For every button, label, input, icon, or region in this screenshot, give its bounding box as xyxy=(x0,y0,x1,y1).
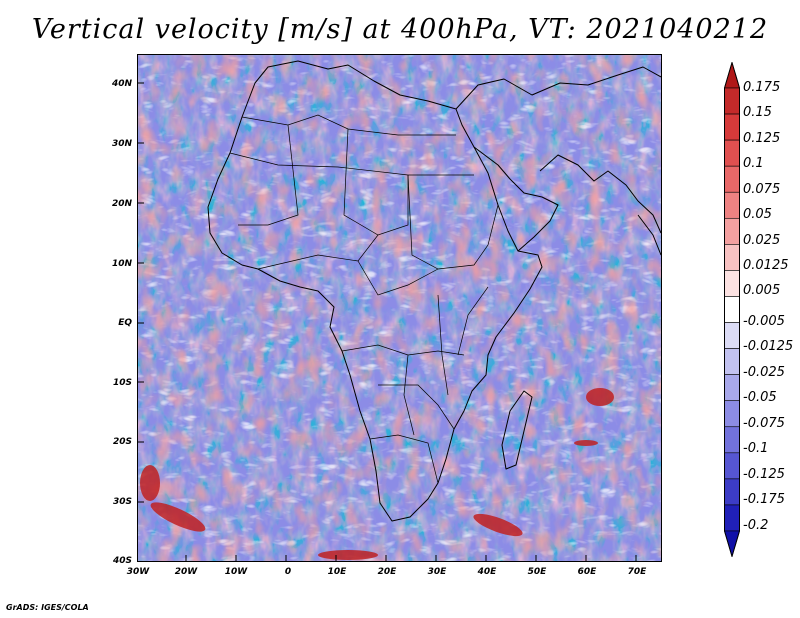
graticule-ticks xyxy=(138,82,637,561)
lon-label-20w: 20W xyxy=(174,567,198,577)
colorbar-label: 0.05 xyxy=(743,207,772,222)
colorbar-label: -0.125 xyxy=(743,467,785,482)
lon-label-30e: 30E xyxy=(427,567,447,577)
colorbar-label: -0.2 xyxy=(743,518,769,533)
colorbar-label: -0.0125 xyxy=(743,339,794,354)
colorbar-swatch xyxy=(724,113,740,141)
lon-label-20e: 20E xyxy=(377,567,397,577)
lon-label-70e: 70E xyxy=(627,567,647,577)
lon-label-30w: 30W xyxy=(126,567,150,577)
field-ascent xyxy=(138,55,661,561)
colorbar-swatch xyxy=(724,322,740,349)
grads-credit: GrADS: IGES/COLA xyxy=(6,603,89,612)
lon-label-50e: 50E xyxy=(527,567,547,577)
map-title: Vertical velocity [m/s] at 400hPa, VT: 2… xyxy=(31,14,769,45)
coastlines xyxy=(207,60,661,522)
lat-label-10s: 10S xyxy=(112,378,132,388)
colorbar-swatch xyxy=(724,426,740,454)
colorbar-swatch xyxy=(724,165,740,193)
colorbar-swatch xyxy=(724,478,740,506)
colorbar-swatch xyxy=(724,400,740,428)
country-borders xyxy=(229,114,499,484)
colorbar-swatch xyxy=(724,270,740,297)
colorbar-swatch xyxy=(724,348,740,375)
colorbar-label: -0.075 xyxy=(743,416,785,431)
colorbar-outline xyxy=(724,62,740,557)
lon-label-10e: 10E xyxy=(327,567,347,577)
colorbar xyxy=(724,62,740,557)
lat-label-20n: 20N xyxy=(111,199,132,209)
lat-label-40n: 40N xyxy=(111,79,132,89)
colorbar-label: 0.1 xyxy=(743,156,764,171)
colorbar-swatch xyxy=(724,87,740,115)
colorbar-swatch xyxy=(724,217,740,245)
colorbar-swatch xyxy=(724,139,740,167)
lat-label-30s: 30S xyxy=(112,497,132,507)
colorbar-label: 0.0125 xyxy=(743,258,789,273)
lon-label-10w: 10W xyxy=(224,567,248,577)
lat-label-eq: EQ xyxy=(118,318,132,328)
colorbar-swatch xyxy=(724,296,740,323)
colorbar-label: 0.15 xyxy=(743,105,772,120)
colorbar-swatch xyxy=(724,452,740,480)
lat-label-20s: 20S xyxy=(112,437,132,447)
colorbar-swatch xyxy=(724,374,740,402)
velocity-field xyxy=(138,55,661,561)
colorbar-label: -0.005 xyxy=(743,314,785,329)
ascent-features xyxy=(140,388,614,560)
colorbar-swatch xyxy=(724,244,740,271)
colorbar-label: 0.075 xyxy=(743,182,781,197)
colorbar-label: -0.175 xyxy=(743,492,785,507)
colorbar-label: 0.125 xyxy=(743,131,781,146)
colorbar-swatch xyxy=(724,530,740,557)
colorbar-swatches xyxy=(724,62,740,557)
lon-label-60e: 60E xyxy=(577,567,597,577)
lat-label-30n: 30N xyxy=(111,139,132,149)
colorbar-swatch xyxy=(724,62,740,89)
lat-label-10n: 10N xyxy=(111,259,132,269)
colorbar-label: 0.025 xyxy=(743,233,781,248)
lat-label-40s: 40S xyxy=(112,556,132,566)
colorbar-label: -0.1 xyxy=(743,441,769,456)
colorbar-label: -0.025 xyxy=(743,365,785,380)
colorbar-swatch xyxy=(724,504,740,532)
colorbar-label: 0.005 xyxy=(743,283,781,298)
colorbar-label: -0.05 xyxy=(743,390,777,405)
colorbar-label: 0.175 xyxy=(743,80,781,95)
velocity-map xyxy=(137,54,662,562)
lon-label-40e: 40E xyxy=(477,567,497,577)
lon-label-0: 0 xyxy=(284,567,292,577)
colorbar-swatch xyxy=(724,191,740,219)
